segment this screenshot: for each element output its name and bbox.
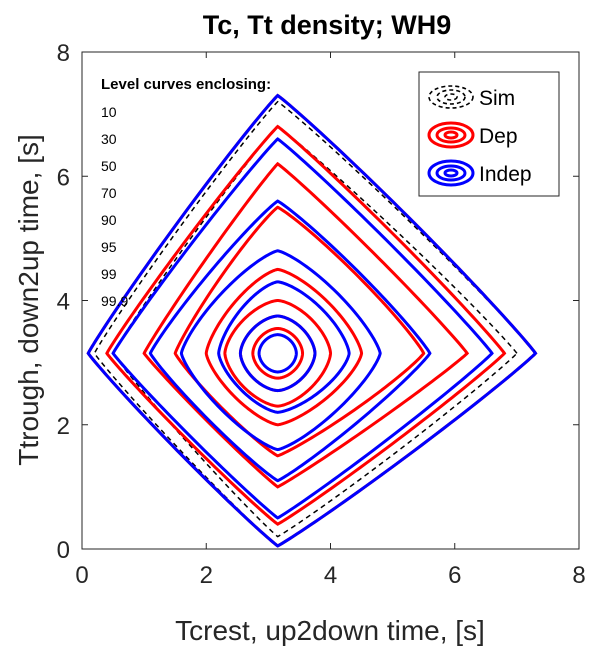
chart-title: Tc, Tt density; WH9: [203, 10, 452, 40]
y-tick-label: 0: [57, 537, 70, 564]
series-indep: [86, 93, 538, 548]
level-item: 99.9: [101, 293, 128, 309]
dep-contour-99: [105, 124, 507, 526]
y-tick-label: 4: [57, 289, 70, 316]
level-annotation: Level curves enclosing: 10 30 50 70 90 9…: [101, 76, 271, 309]
legend-label-dep: Dep: [479, 125, 518, 148]
legend-swatch-sim: [428, 85, 474, 109]
level-item: 50: [101, 158, 117, 174]
dep-contour-70: [204, 267, 364, 427]
y-axis-ticks: 0 2 4 6 8: [57, 40, 579, 564]
legend-item-sim: Sim: [428, 85, 515, 110]
legend-swatch-indep: [427, 159, 475, 187]
indep-contour-50: [217, 280, 351, 414]
x-axis-label: Tcrest, up2down time, [s]: [175, 615, 485, 646]
legend-label-sim: Sim: [479, 87, 515, 110]
x-tick-label: 6: [448, 562, 461, 589]
x-tick-label: 2: [200, 562, 213, 589]
level-item: 95: [101, 239, 117, 255]
level-annotation-title: Level curves enclosing:: [101, 76, 271, 93]
indep-contour-30: [238, 314, 317, 393]
level-item: 90: [101, 212, 117, 228]
dep-contour-95: [142, 161, 470, 489]
indep-contour-99: [86, 93, 538, 548]
y-axis-label: Ttrough, down2up time, [s]: [13, 134, 44, 466]
x-axis-ticks: 0 2 4 6 8: [75, 52, 586, 589]
legend-item-dep: Dep: [427, 121, 518, 149]
contour-layer: [86, 93, 538, 548]
level-item: 10: [101, 104, 117, 120]
indep-contour-70: [179, 249, 382, 452]
indep-contour-10: [257, 333, 298, 374]
legend-item-indep: Indep: [427, 159, 532, 187]
legend-swatch-dep: [427, 121, 475, 149]
sim-contour-95: [112, 125, 518, 538]
y-tick-label: 2: [57, 413, 70, 440]
legend-label-indep: Indep: [479, 163, 532, 186]
y-tick-label: 6: [57, 164, 70, 191]
x-tick-label: 0: [75, 562, 88, 589]
level-item: 30: [101, 131, 117, 147]
dep-contour-50: [223, 298, 333, 408]
legend: Sim Dep Indep: [418, 71, 560, 197]
legend-box: [418, 71, 560, 197]
dep-contour-90: [173, 205, 426, 458]
x-tick-label: 4: [324, 562, 337, 589]
dep-contour-10: [251, 326, 305, 380]
indep-contour-90: [148, 199, 432, 483]
y-tick-label: 8: [57, 40, 70, 67]
level-item: 99: [101, 266, 117, 282]
indep-contour-95: [111, 137, 494, 520]
level-item: 70: [101, 185, 117, 201]
x-tick-label: 8: [572, 562, 585, 589]
